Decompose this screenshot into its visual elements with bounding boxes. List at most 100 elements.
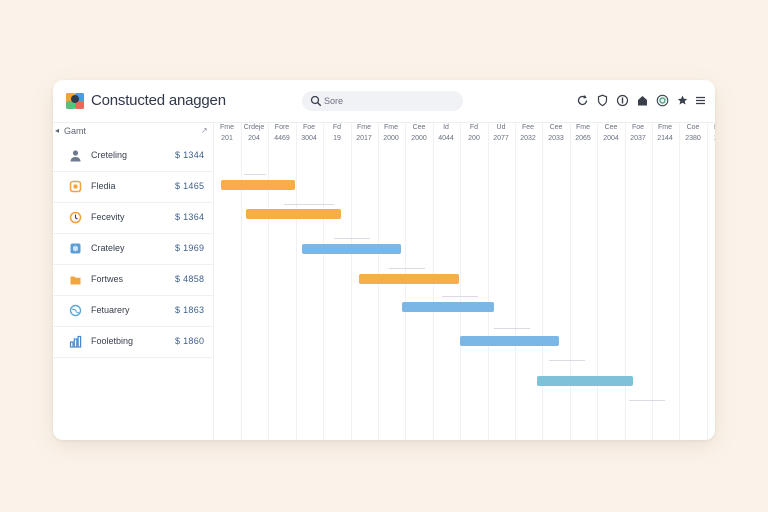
task-name: Fecevity <box>91 212 125 222</box>
header-bar: Constucted anaggen <box>53 80 715 123</box>
clock-icon <box>69 211 82 224</box>
gantt-bar[interactable] <box>359 274 459 284</box>
gantt-window: Constucted anaggen <box>53 80 715 440</box>
task-row[interactable]: Creteling $ 1344 <box>53 140 213 172</box>
column-label-bottom: 2144 <box>657 135 673 142</box>
grid-line <box>488 122 490 440</box>
grid-line <box>241 122 243 440</box>
column-label-bottom: 200 <box>468 135 480 142</box>
column-label-top: Foe <box>302 124 316 131</box>
home-icon[interactable] <box>635 93 649 107</box>
column-label-top: Cee <box>604 124 618 131</box>
timeline-column-header: Fme 2065 <box>569 122 597 148</box>
task-name: Fledia <box>91 181 116 191</box>
timeline-column-header: Fme 2000 <box>377 122 405 148</box>
dependency-line <box>494 328 530 329</box>
timeline-column-header: Fore 4469 <box>268 122 296 148</box>
timeline-column-header: Crdeje 204 <box>240 122 268 148</box>
gantt-bar[interactable] <box>460 336 559 346</box>
column-label-bottom: 4044 <box>438 135 454 142</box>
column-label-bottom: 2065 <box>575 135 591 142</box>
task-name: Crateley <box>91 243 125 253</box>
column-label-top: Fd <box>332 124 342 131</box>
timeline-column-header: Fee200 <box>706 122 715 148</box>
grid-line <box>296 122 298 440</box>
timeline-column-header: Cee 2000 <box>405 122 433 148</box>
column-label-top: Foe <box>631 124 645 131</box>
refresh-icon[interactable] <box>575 93 589 107</box>
timeline-column-header: Foe 2037 <box>624 122 652 148</box>
pin-icon[interactable] <box>675 93 689 107</box>
gantt-bar[interactable] <box>302 244 401 254</box>
person-icon <box>70 150 81 162</box>
column-label-top: Ud <box>496 124 506 131</box>
timeline-column-header: Fme 201 <box>213 122 241 148</box>
shield-icon[interactable] <box>595 93 609 107</box>
column-label-top: Cee <box>549 124 563 131</box>
task-row[interactable]: Fortwes $ 4858 <box>53 264 213 296</box>
task-row[interactable]: Fledia $ 1465 <box>53 171 213 203</box>
search-input[interactable] <box>324 93 454 109</box>
dependency-line <box>244 174 266 175</box>
column-label-top: Fme <box>384 124 398 131</box>
timeline-column-header: Cee 2033 <box>542 122 570 148</box>
column-label-top: Fee <box>706 122 715 133</box>
collapse-left-icon[interactable]: ◂ <box>55 126 60 135</box>
sidebar-header: ◂ Gamt ↗ <box>53 122 213 140</box>
column-label-top: Cee <box>412 124 426 131</box>
column-label-bottom: 2077 <box>493 135 509 142</box>
timeline-column-header: Fd 19 <box>323 122 351 148</box>
grid-line <box>460 122 462 440</box>
menu-icon[interactable] <box>693 93 707 107</box>
task-row[interactable]: Fetuarery $ 1863 <box>53 295 213 327</box>
task-value: $ 1465 <box>175 181 205 191</box>
task-value: $ 1863 <box>175 305 205 315</box>
column-label-top: Crdeje <box>243 124 265 131</box>
dependency-line <box>389 268 425 269</box>
task-value: $ 1969 <box>175 243 205 253</box>
grid-line <box>323 122 325 440</box>
column-label-top: Coe <box>686 124 700 131</box>
chart-icon <box>69 335 82 348</box>
column-label-bottom: 2017 <box>356 135 372 142</box>
expand-icon[interactable]: ↗ <box>201 126 208 135</box>
timeline-column-header: Fd 200 <box>460 122 488 148</box>
task-row[interactable]: Crateley $ 1969 <box>53 233 213 265</box>
column-label-bottom: 2037 <box>630 135 646 142</box>
task-row[interactable]: Fooletbing $ 1860 <box>53 326 213 358</box>
cube-icon <box>70 243 81 254</box>
grid-line <box>268 122 270 440</box>
column-label-bottom: 2380 <box>685 135 701 142</box>
badge-icon[interactable] <box>655 93 669 107</box>
task-name: Fetuarery <box>91 305 130 315</box>
timeline-column-header: Cee 2004 <box>597 122 625 148</box>
timeline-column-header: Ud 2077 <box>487 122 515 148</box>
timeline-column-header: Id 4044 <box>432 122 460 148</box>
column-label-bottom: 19 <box>333 135 341 142</box>
task-row[interactable]: Fecevity $ 1364 <box>53 202 213 234</box>
task-value: $ 1860 <box>175 336 205 346</box>
column-label-top: Fme <box>220 124 234 131</box>
app-logo-icon <box>66 93 84 109</box>
task-name: Creteling <box>91 150 128 160</box>
gantt-bar[interactable] <box>402 302 494 312</box>
grid-line <box>542 122 544 440</box>
dependency-line <box>334 238 370 239</box>
search-box[interactable] <box>302 91 463 111</box>
column-label-bottom: 2000 <box>411 135 427 142</box>
task-sidebar: ◂ Gamt ↗ Creteling $ 1344 Fledia $ 1465 Fece… <box>53 122 214 440</box>
grid-line <box>707 122 709 440</box>
gantt-bar[interactable] <box>221 180 295 190</box>
grid-line <box>597 122 599 440</box>
column-label-bottom: 2032 <box>520 135 536 142</box>
globe-icon <box>69 304 82 317</box>
gantt-timeline: Fme 201 Crdeje 204 Fore 4469 Foe 3004 Fd 19 Fme 201… <box>214 122 715 440</box>
column-label-top: Fme <box>576 124 590 131</box>
column-label-bottom: 2000 <box>383 135 399 142</box>
grid-line <box>515 122 517 440</box>
info-icon[interactable] <box>615 93 629 107</box>
timeline-column-header: Fme 2017 <box>350 122 378 148</box>
gantt-bar[interactable] <box>246 209 341 219</box>
sidebar-title: Gamt <box>64 126 87 136</box>
gantt-bar[interactable] <box>537 376 633 386</box>
